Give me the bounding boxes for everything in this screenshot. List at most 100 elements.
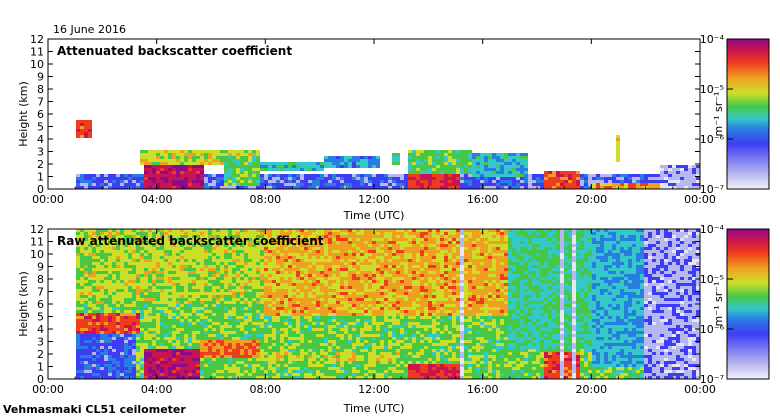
heatmap-cell (152, 328, 156, 331)
heatmap-cell (148, 376, 152, 379)
heatmap-cell (224, 298, 228, 301)
heatmap-cell (168, 177, 172, 180)
heatmap-cell (228, 250, 232, 253)
heatmap-cell (152, 153, 156, 156)
heatmap-cell (388, 174, 392, 177)
heatmap-cell (288, 280, 292, 283)
heatmap-cell (416, 180, 420, 183)
heatmap-cell (116, 361, 120, 364)
heatmap-cell (228, 346, 232, 349)
heatmap-cell (348, 229, 352, 232)
heatmap-cell (244, 238, 248, 241)
heatmap-cell (152, 307, 156, 310)
heatmap-cell (432, 150, 436, 153)
heatmap-cell (484, 171, 488, 174)
heatmap-cell (140, 313, 144, 316)
heatmap-cell (216, 162, 220, 165)
heatmap-cell (116, 340, 120, 343)
heatmap-cell (236, 165, 240, 168)
heatmap-cell (288, 174, 292, 177)
heatmap-cell (224, 331, 228, 334)
heatmap-cell (112, 247, 116, 250)
heatmap-cell (200, 235, 204, 238)
heatmap-cell (276, 358, 280, 361)
heatmap-cell (180, 271, 184, 274)
heatmap-cell (220, 244, 224, 247)
heatmap-cell (252, 244, 256, 247)
heatmap-cell (500, 186, 504, 189)
heatmap-cell (76, 325, 80, 328)
heatmap-cell (300, 358, 304, 361)
heatmap-cell (360, 180, 364, 183)
heatmap-cell (164, 373, 168, 376)
heatmap-cell (132, 334, 136, 337)
heatmap-cell (140, 271, 144, 274)
heatmap-cell (344, 186, 348, 189)
heatmap-cell (124, 307, 128, 310)
heatmap-cell (172, 307, 176, 310)
heatmap-cell (184, 304, 188, 307)
heatmap-cell (156, 358, 160, 361)
heatmap-cell (92, 352, 96, 355)
heatmap-cell (160, 298, 164, 301)
heatmap-cell (288, 232, 292, 235)
heatmap-cell (320, 295, 324, 298)
heatmap-cell (336, 334, 340, 337)
heatmap-cell (224, 307, 228, 310)
heatmap-cell (168, 352, 172, 355)
heatmap-cell (104, 268, 108, 271)
colorbar-ticks: 10⁻⁷10⁻⁶10⁻⁵10⁻⁴ (700, 33, 733, 196)
heatmap-cell (80, 322, 84, 325)
heatmap-cell (108, 370, 112, 373)
heatmap-cell (328, 325, 332, 328)
heatmap-cell (104, 271, 108, 274)
heatmap-cell (220, 298, 224, 301)
heatmap-cell (528, 183, 532, 186)
heatmap-cell (260, 283, 264, 286)
heatmap-cell (376, 159, 380, 162)
heatmap-cell (136, 304, 140, 307)
heatmap-cell (180, 283, 184, 286)
heatmap-cell (280, 229, 284, 232)
heatmap-cell (208, 340, 212, 343)
heatmap-cell (296, 253, 300, 256)
heatmap-cell (364, 174, 368, 177)
heatmap-cell (124, 316, 128, 319)
heatmap-cell (272, 358, 276, 361)
heatmap-cell (92, 238, 96, 241)
heatmap-cell (112, 361, 116, 364)
heatmap-cell (352, 247, 356, 250)
heatmap-cell (524, 183, 528, 186)
heatmap-cell (236, 174, 240, 177)
heatmap-cell (96, 343, 100, 346)
heatmap-cell (80, 183, 84, 186)
heatmap-cell (336, 286, 340, 289)
heatmap-cell (80, 295, 84, 298)
heatmap-cell (308, 174, 312, 177)
heatmap-cell (432, 183, 436, 186)
heatmap-cell (108, 295, 112, 298)
heatmap-cell (176, 316, 180, 319)
heatmap-cell (104, 241, 108, 244)
heatmap-cell (420, 168, 424, 171)
heatmap-cell (136, 247, 140, 250)
heatmap-cell (136, 340, 140, 343)
heatmap-cell (92, 277, 96, 280)
heatmap-cell (172, 304, 176, 307)
heatmap-cell (200, 274, 204, 277)
heatmap-cell (436, 168, 440, 171)
heatmap-cell (304, 250, 308, 253)
heatmap-cell (212, 295, 216, 298)
heatmap-cell (300, 292, 304, 295)
heatmap-cell (140, 244, 144, 247)
heatmap-cell (212, 159, 216, 162)
date-label: 16 June 2016 (53, 23, 126, 36)
heatmap-cell (184, 262, 188, 265)
heatmap-cell (316, 244, 320, 247)
heatmap-cell (656, 180, 660, 183)
heatmap-cell (196, 253, 200, 256)
heatmap-cell (212, 331, 216, 334)
heatmap-cell (180, 262, 184, 265)
heatmap-cell (348, 162, 352, 165)
heatmap-cell (220, 295, 224, 298)
